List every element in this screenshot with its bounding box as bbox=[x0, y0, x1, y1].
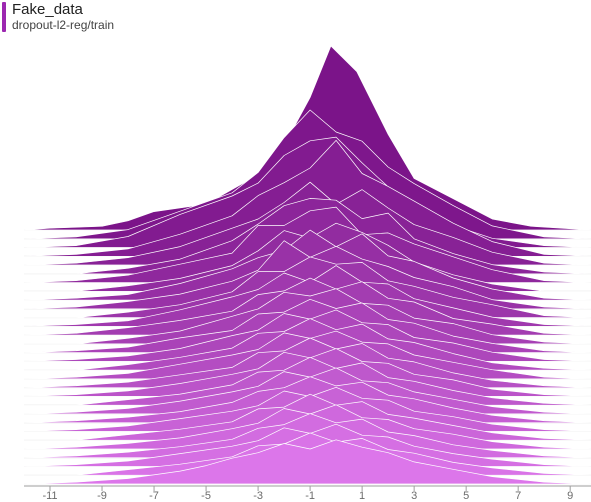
x-tick-label: -1 bbox=[305, 490, 315, 502]
chart-header: Fake_data dropout-l2-reg/train bbox=[0, 0, 300, 34]
x-tick-label: 9 bbox=[567, 490, 573, 502]
histogram-ridge-step-29 bbox=[23, 439, 591, 485]
histogram-ridges bbox=[23, 45, 591, 485]
x-tick-label: -9 bbox=[97, 490, 107, 502]
x-tick-label: 7 bbox=[515, 490, 521, 502]
chart-title: Fake_data bbox=[12, 1, 83, 18]
run-name: dropout-l2-reg/train bbox=[12, 18, 115, 32]
x-tick-label: 1 bbox=[359, 490, 365, 502]
x-tick-label: 3 bbox=[411, 490, 417, 502]
x-tick-label: 5 bbox=[463, 490, 469, 502]
series-color-swatch bbox=[2, 2, 6, 32]
x-tick-label: -7 bbox=[149, 490, 159, 502]
x-tick-label: -11 bbox=[42, 490, 57, 502]
x-tick-label: -3 bbox=[253, 490, 263, 502]
x-tick-label: -5 bbox=[201, 490, 211, 502]
x-axis: -11 -9 -7 -5 -3 -1 1 3 5 7 9 bbox=[24, 485, 591, 502]
